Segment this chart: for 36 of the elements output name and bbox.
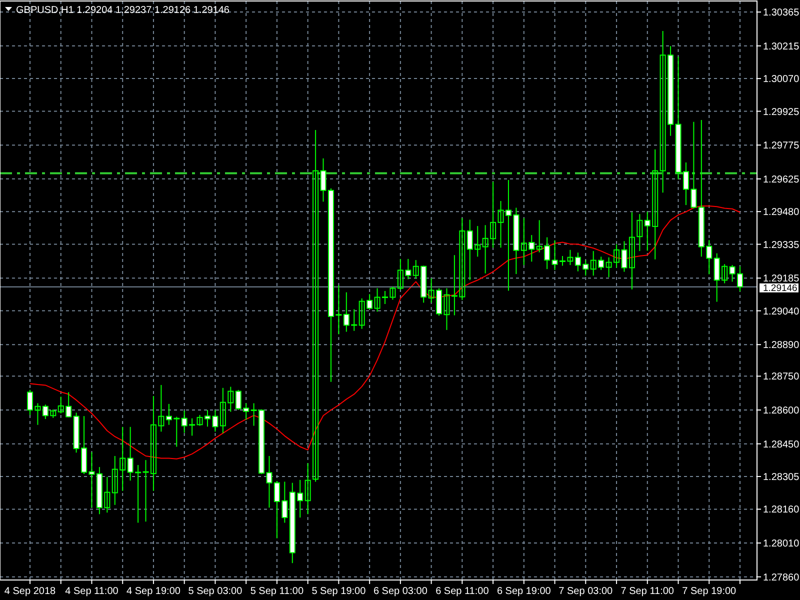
x-tick-label: 7 Sep 03:00 bbox=[558, 586, 614, 597]
candlestick bbox=[312, 129, 319, 482]
x-tick-label: 7 Sep 11:00 bbox=[620, 586, 674, 597]
y-tick-label: 1.29625 bbox=[763, 174, 800, 186]
x-tick-label: 5 Sep 03:00 bbox=[188, 586, 243, 597]
ref-line-label: 1.29146 bbox=[763, 283, 798, 294]
y-tick-label: 1.28600 bbox=[763, 406, 800, 416]
x-tick-label: 6 Sep 11:00 bbox=[436, 586, 490, 597]
x-tick-label: 5 Sep 11:00 bbox=[250, 586, 304, 597]
y-tick-label: 1.29775 bbox=[763, 140, 800, 152]
y-tick-label: 1.28890 bbox=[763, 340, 800, 352]
y-tick-label: 1.29925 bbox=[763, 106, 800, 118]
x-tick-label: 5 Sep 19:00 bbox=[312, 586, 366, 597]
y-tick-label: 1.27860 bbox=[763, 572, 800, 584]
candlestick bbox=[628, 212, 635, 290]
candlestick bbox=[636, 214, 643, 252]
y-tick-label: 1.28305 bbox=[763, 472, 800, 484]
y-tick-label: 1.28450 bbox=[763, 439, 800, 450]
x-tick-label: 4 Sep 19:00 bbox=[126, 586, 181, 597]
x-tick-label: 4 Sep 11:00 bbox=[65, 586, 119, 597]
x-tick-label: 7 Sep 19:00 bbox=[682, 586, 737, 597]
x-tick-label: 6 Sep 19:00 bbox=[496, 586, 552, 597]
y-tick-label: 1.29040 bbox=[763, 306, 800, 318]
candlestick bbox=[304, 462, 311, 515]
y-tick-label: 1.30215 bbox=[763, 41, 800, 52]
x-tick-label: 6 Sep 03:00 bbox=[373, 586, 428, 597]
y-tick-label: 1.28160 bbox=[763, 504, 800, 516]
y-tick-label: 1.28010 bbox=[763, 538, 800, 550]
y-tick-label: 1.30070 bbox=[763, 74, 800, 86]
y-tick-label: 1.30365 bbox=[763, 8, 800, 19]
x-tick-label: 4 Sep 2018 bbox=[4, 586, 56, 597]
chart-title: GBPUSD,H1 1.29204 1.29237 1.29126 1.29146 bbox=[16, 5, 230, 16]
y-tick-label: 1.28750 bbox=[763, 372, 800, 383]
y-tick-label: 1.29480 bbox=[763, 207, 800, 218]
y-tick-label: 1.29185 bbox=[763, 274, 800, 285]
y-tick-label: 1.29335 bbox=[763, 240, 800, 251]
